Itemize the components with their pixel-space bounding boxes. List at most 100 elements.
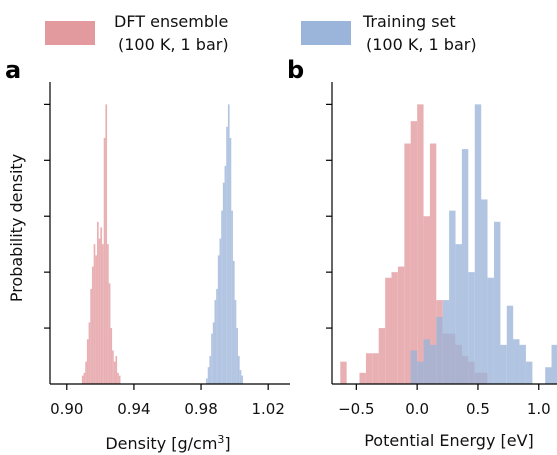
panel-a-histogram: 0.90 0.94 0.98 1.02 Density [g/cm3] <box>44 82 290 453</box>
histogram-bar-training <box>429 344 437 384</box>
legend-swatch-dft <box>45 21 95 45</box>
y-axis-label: Probability density <box>7 154 26 302</box>
histogram-bar-training <box>417 361 424 384</box>
histogram-bar-dft <box>91 266 94 384</box>
legend: DFT ensemble (100 K, 1 bar) Training set… <box>45 12 477 54</box>
histogram-bar-training <box>487 277 494 384</box>
histogram-bar-dft <box>86 339 89 384</box>
histogram-bar-training <box>219 238 222 384</box>
legend-label-training-line2: (100 K, 1 bar) <box>366 35 477 54</box>
histogram-bar-training <box>519 344 526 384</box>
histogram-bar-dft <box>372 353 379 384</box>
histogram-bar-dft <box>105 104 108 385</box>
histogram-bar-training <box>506 305 514 384</box>
histogram-bar-training <box>545 367 552 384</box>
histogram-bar-dft <box>112 350 114 384</box>
legend-label-dft-line1: DFT ensemble <box>114 12 228 31</box>
histogram-bar-training <box>239 370 242 384</box>
histogram-bar-training <box>207 367 210 384</box>
histogram-bar-training <box>461 149 469 384</box>
histogram-bar-training <box>525 361 533 384</box>
x-tick-label: 0.94 <box>117 400 150 418</box>
histogram-bar-training <box>449 210 456 384</box>
histogram-bar-dft <box>385 277 392 384</box>
histogram-bar-dft <box>110 328 113 384</box>
histogram-bar-training <box>226 126 228 385</box>
histogram-bar-training <box>500 344 507 384</box>
histogram-bar-training <box>237 356 240 384</box>
histogram-bar-training <box>442 300 450 384</box>
histogram-bar-dft <box>100 227 103 384</box>
histogram-bar-training <box>455 244 462 384</box>
panel-b-x-ticks: −0.5 0.0 0.5 1.0 <box>338 384 551 418</box>
histogram-bar-dft <box>115 356 118 384</box>
histogram-bar-training <box>494 221 501 384</box>
histogram-bar-training <box>217 255 220 384</box>
panel-b-y-ticks <box>326 103 332 329</box>
legend-label-training-line1: Training set <box>362 12 456 31</box>
histogram-bar-dft <box>417 104 424 385</box>
histogram-bar-dft <box>95 255 97 384</box>
legend-label-dft-line2: (100 K, 1 bar) <box>118 35 229 54</box>
histogram-bar-training <box>222 182 225 384</box>
histogram-bar-training <box>551 344 557 384</box>
histogram-bar-dft <box>98 238 101 384</box>
histogram-bar-training <box>436 316 443 384</box>
histogram-bar-training <box>410 350 418 384</box>
histogram-bar-dft <box>108 283 111 384</box>
histogram-bar-dft <box>85 361 87 384</box>
histogram-bar-dft <box>103 137 106 384</box>
histogram-bar-training <box>468 272 475 384</box>
legend-swatch-training <box>301 21 351 45</box>
histogram-bar-training <box>206 378 208 384</box>
histogram-bar-dft <box>88 322 91 384</box>
histogram-bar-dft <box>118 375 121 384</box>
x-tick-label: 1.02 <box>251 400 284 418</box>
histogram-bar-training <box>214 300 217 384</box>
x-tick-label: 0.98 <box>184 400 217 418</box>
histogram-bar-dft <box>102 244 104 384</box>
histogram-bar-training <box>211 333 213 384</box>
histogram-bar-dft <box>96 221 99 384</box>
histogram-bar-training <box>236 328 238 384</box>
panel-a-x-axis-label: Density [g/cm3] <box>105 433 230 453</box>
panel-label-b: b <box>287 56 304 84</box>
x-tick-label: 0.90 <box>50 400 83 418</box>
histogram-bar-dft <box>404 143 411 384</box>
histogram-bar-dft <box>107 244 109 384</box>
histogram-bar-training <box>231 210 233 384</box>
histogram-bar-training <box>212 322 215 384</box>
histogram-bar-dft <box>359 372 366 384</box>
x-tick-label: 0.5 <box>466 400 490 418</box>
panel-label-a: a <box>5 56 21 84</box>
histogram-bar-dft <box>113 361 116 384</box>
histogram-bar-training <box>221 210 223 384</box>
histogram-bar-training <box>423 339 430 384</box>
histogram-bar-training <box>481 199 488 384</box>
histogram-bar-training <box>232 260 235 384</box>
histogram-bar-dft <box>81 375 84 384</box>
panel-a-bars <box>81 104 244 385</box>
histogram-bar-training <box>216 288 218 384</box>
histogram-bar-dft <box>378 328 386 384</box>
histogram-bar-dft <box>423 216 430 384</box>
x-tick-label: −0.5 <box>338 400 374 418</box>
panel-a-x-ticks: 0.90 0.94 0.98 1.02 <box>50 384 285 418</box>
histogram-bar-dft <box>117 372 119 384</box>
histogram-bar-training <box>234 300 237 384</box>
histogram-bar-training <box>227 104 230 385</box>
x-tick-label: 0.0 <box>405 400 429 418</box>
x-tick-label: 1.0 <box>527 400 551 418</box>
panel-b-bars <box>340 104 557 385</box>
histogram-bar-training <box>209 356 212 384</box>
histogram-bar-dft <box>397 266 405 384</box>
histogram-bar-dft <box>391 272 398 384</box>
histogram-bar-dft <box>429 143 437 384</box>
histogram-bar-dft <box>83 372 86 384</box>
histogram-bar-training <box>241 375 244 384</box>
histogram-bar-dft <box>410 121 418 385</box>
histogram-bar-training <box>513 339 520 384</box>
histogram-bar-training <box>474 104 482 385</box>
histogram-bar-training <box>224 165 227 384</box>
